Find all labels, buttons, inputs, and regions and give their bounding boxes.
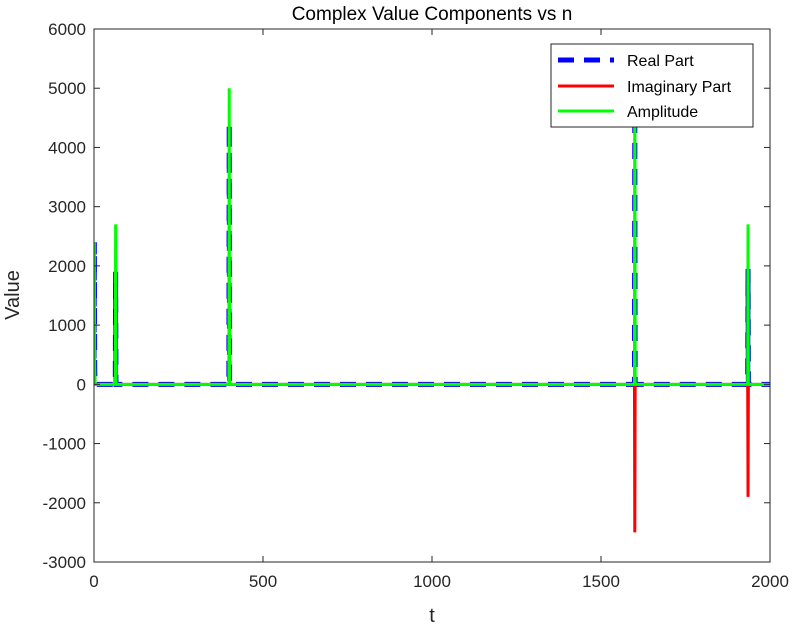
y-tick-label: 0 [77,375,86,394]
y-tick-label: 4000 [48,138,86,157]
x-tick-label: 1000 [413,572,451,591]
tick-layer: 0 500 1000 1500 2000 -3000 -2000 -1000 0 1000 2000… [43,20,789,591]
x-axis-label: t [429,605,435,626]
legend-label-real-part: Real Part [627,53,694,70]
legend-label-amplitude: Amplitude [627,104,698,121]
y-tick-label: 5000 [48,79,86,98]
x-tick-label: 0 [89,572,98,591]
series-line-amplitude [94,76,770,386]
x-tick-label: 2000 [751,572,789,591]
y-axis-label: Value [2,270,24,320]
x-tick-label: 500 [249,572,277,591]
series-layer [94,76,770,533]
chart-title: Complex Value Components vs n [292,4,573,25]
y-tick-label: 1000 [48,316,86,335]
legend: Real Part Imaginary Part Amplitude [550,43,754,128]
y-tick-label: -1000 [43,435,86,454]
x-tick-label: 1500 [582,572,620,591]
y-tick-label: -2000 [43,494,86,513]
y-tick-label: -3000 [43,553,86,572]
y-tick-label: 6000 [48,20,86,39]
legend-label-imaginary-part: Imaginary Part [627,79,732,96]
y-tick-label: 3000 [48,198,86,217]
y-tick-label: 2000 [48,257,86,276]
